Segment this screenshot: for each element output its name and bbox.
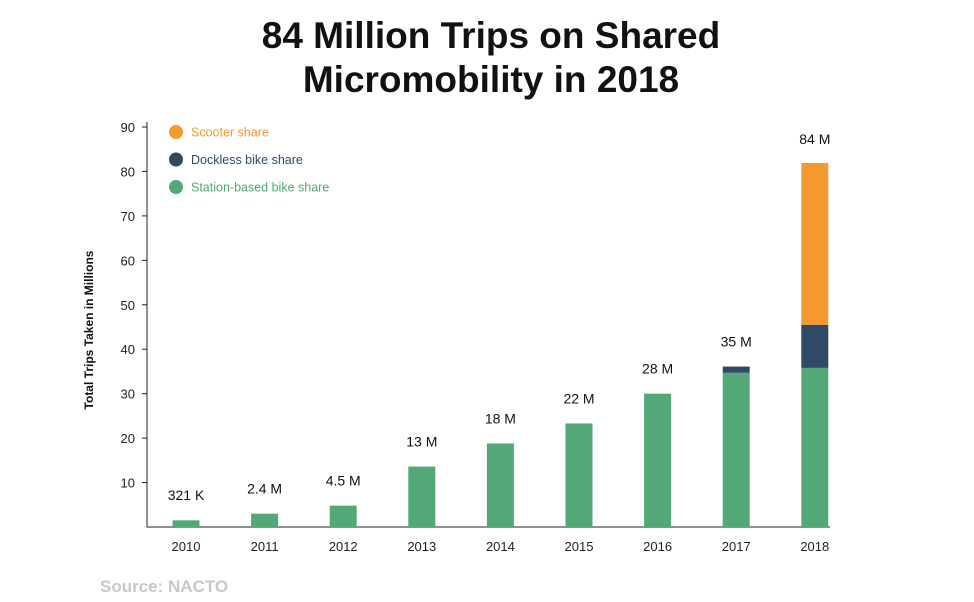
legend-marker [169,180,183,194]
bar-station-based-bike-share [801,367,829,527]
bar-station-based-bike-share [722,372,750,527]
data-label: 13 M [406,434,437,450]
legend-marker [169,125,183,139]
data-label: 35 M [721,334,752,350]
bar-station-based-bike-share [329,505,357,527]
data-label: 18 M [485,410,516,426]
y-tick-label: 70 [121,209,135,224]
legend-label: Station-based bike share [191,181,329,195]
bar-dockless-bike-share [801,324,829,368]
x-tick-label: 2010 [172,539,201,554]
bar-station-based-bike-share [251,513,279,527]
legend-marker [169,152,183,167]
y-tick-label: 20 [121,431,135,446]
x-tick-label: 2018 [800,539,829,554]
legend-label: Scooter share [191,126,269,140]
data-label: 321 K [168,487,205,503]
legend-label: Dockless bike share [191,153,303,167]
y-tick-label: 40 [121,342,135,357]
data-label: 28 M [642,361,673,377]
x-tick-label: 2015 [565,539,594,554]
x-tick-label: 2014 [486,539,515,554]
source-note: Source: NACTO [100,577,229,596]
data-label: 2.4 M [247,481,282,497]
bar-station-based-bike-share [644,393,672,527]
chart-title: 84 Million Trips on Shared Micromobility… [0,14,974,102]
bar-dockless-bike-share [722,366,750,373]
bar-station-based-bike-share [565,423,593,527]
x-tick-label: 2012 [329,539,358,554]
x-tick-label: 2011 [251,539,279,554]
y-tick-label: 50 [121,298,135,313]
bar-station-based-bike-share [408,466,436,527]
y-tick-label: 60 [121,253,135,268]
y-axis-label: Total Trips Taken in Millions [82,250,96,409]
bar-scooter-share [801,163,829,325]
x-tick-label: 2016 [643,539,672,554]
title-line-2: Micromobility in 2018 [302,59,680,100]
y-tick-label: 90 [121,120,135,135]
data-label: 84 M [799,131,830,147]
bar-station-based-bike-share [486,443,514,527]
x-tick-label: 2013 [407,539,436,554]
data-label: 4.5 M [326,473,361,489]
y-tick-label: 30 [121,387,135,402]
x-tick-label: 2017 [722,539,751,554]
y-tick-label: 10 [121,476,135,491]
title-line-1: 84 Million Trips on Shared [261,15,721,56]
bar-station-based-bike-share [172,520,200,527]
y-tick-label: 80 [121,164,135,179]
data-label: 22 M [563,390,594,406]
